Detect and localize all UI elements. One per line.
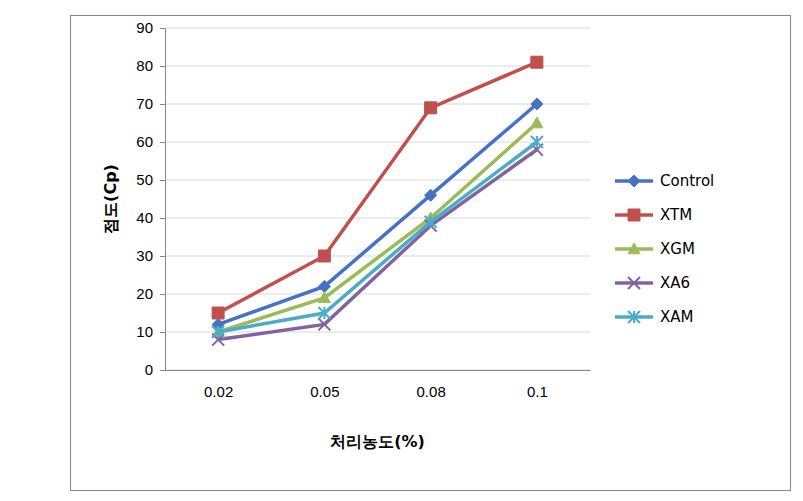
plot-area — [212, 56, 543, 345]
y-tick-mark — [160, 28, 165, 29]
y-tick-label: 20 — [136, 285, 153, 302]
legend: Control XTM XGM XA6 XAM — [615, 172, 714, 326]
y-tick-label: 30 — [136, 247, 153, 264]
series-point — [531, 56, 543, 68]
grid-line — [165, 294, 590, 295]
grid-line — [165, 142, 590, 143]
series-line — [218, 104, 537, 324]
y-tick: 50 — [136, 171, 165, 188]
y-tick-label: 80 — [136, 57, 153, 74]
y-tick-label: 0 — [145, 361, 153, 378]
y-tick: 10 — [136, 323, 165, 340]
legend-label: XGM — [660, 240, 695, 258]
y-tick: 80 — [136, 57, 165, 74]
series-point — [318, 292, 330, 303]
y-tick: 0 — [145, 361, 165, 378]
x-tick-label: 0.02 — [204, 383, 233, 400]
y-tick-label: 90 — [136, 19, 153, 36]
y-tick-mark — [160, 332, 165, 333]
legend-marker — [628, 311, 640, 323]
series-point — [425, 216, 437, 228]
grid-line — [165, 218, 590, 219]
y-tick-mark — [160, 294, 165, 295]
y-tick: 30 — [136, 247, 165, 264]
y-tick-mark — [160, 256, 165, 257]
series-point — [318, 307, 330, 319]
series-line — [218, 142, 537, 332]
legend-marker — [628, 209, 640, 221]
legend-item: XTM — [615, 206, 692, 224]
x-tick: 0.05 — [310, 370, 339, 400]
legend-label: XA6 — [660, 274, 690, 292]
y-tick-mark — [160, 180, 165, 181]
x-tick-label: 0.05 — [310, 383, 339, 400]
series-line — [218, 123, 537, 332]
legend-marker — [628, 277, 640, 289]
series-point — [212, 307, 224, 319]
series-point — [531, 117, 543, 128]
series-point — [531, 98, 543, 110]
x-tick-label: 0.1 — [527, 383, 548, 400]
y-tick-label: 10 — [136, 323, 153, 340]
legend-label: XTM — [660, 206, 692, 224]
series-point — [425, 189, 437, 201]
series-point — [318, 250, 330, 262]
y-tick: 90 — [136, 19, 165, 36]
chart: 0 10 20 30 40 50 60 70 80 90 0.02 0.05 0.08 0.1 처리농도(%… — [0, 0, 803, 501]
y-axis-line — [160, 29, 166, 371]
y-tick-label: 60 — [136, 133, 153, 150]
y-tick-label: 40 — [136, 209, 153, 226]
y-tick: 20 — [136, 285, 165, 302]
x-tick-label: 0.08 — [417, 383, 446, 400]
y-tick-mark — [160, 370, 165, 371]
series-point — [212, 326, 224, 338]
x-axis-line — [166, 370, 591, 371]
y-tick-label: 50 — [136, 171, 153, 188]
legend-label: XAM — [660, 308, 693, 326]
x-tick: 0.1 — [527, 370, 548, 400]
legend-item: XA6 — [615, 274, 690, 292]
x-axis-title: 처리농도(%) — [330, 432, 425, 451]
y-tick: 70 — [136, 95, 165, 112]
legend-item: XAM — [615, 308, 693, 326]
y-axis-title: 점도(Cp) — [101, 164, 120, 234]
legend-item: Control — [615, 172, 714, 190]
series-point — [425, 102, 437, 114]
series-point — [318, 318, 330, 330]
grid-line — [165, 28, 590, 29]
grid — [165, 28, 590, 370]
y-tick: 60 — [136, 133, 165, 150]
y-tick-mark — [160, 142, 165, 143]
y-tick-label: 70 — [136, 95, 153, 112]
legend-label: Control — [660, 172, 714, 190]
x-axis: 0.02 0.05 0.08 0.1 — [166, 370, 591, 400]
legend-marker — [628, 243, 640, 254]
series-point — [531, 136, 543, 148]
y-tick-mark — [160, 104, 165, 105]
x-tick: 0.02 — [204, 370, 233, 400]
y-tick-mark — [160, 66, 165, 67]
chart-frame — [71, 16, 791, 491]
legend-item: XGM — [615, 240, 695, 258]
x-tick: 0.08 — [417, 370, 446, 400]
series-point — [318, 280, 330, 292]
y-axis: 0 10 20 30 40 50 60 70 80 90 — [136, 19, 165, 378]
y-tick: 40 — [136, 209, 165, 226]
legend-marker — [628, 175, 640, 187]
grid-line — [165, 370, 590, 371]
grid-line — [165, 104, 590, 105]
y-tick-mark — [160, 218, 165, 219]
